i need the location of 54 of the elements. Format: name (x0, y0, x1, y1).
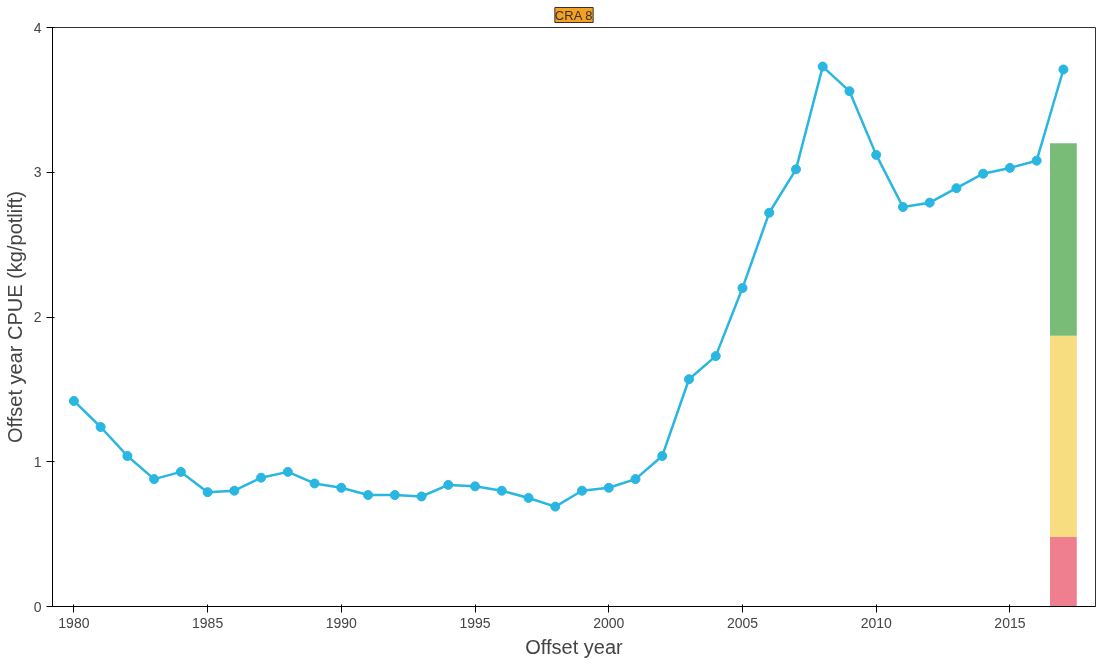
point (924, 197, 935, 208)
point (657, 450, 668, 461)
point (68, 395, 79, 406)
y-tick-label: 3 (33, 164, 42, 181)
y-tick-label: 4 (33, 19, 42, 36)
point (202, 487, 213, 498)
x-tick-label: 1990 (325, 614, 358, 631)
x-tick-label: 2015 (994, 614, 1026, 631)
point (1004, 162, 1015, 173)
point (416, 491, 427, 502)
x-tick-label: 1980 (58, 614, 90, 631)
point (978, 168, 989, 179)
point (149, 474, 160, 485)
point (844, 86, 855, 97)
point (95, 422, 106, 432)
point (550, 501, 561, 512)
point (897, 202, 908, 212)
y-tick-label: 2 (33, 309, 42, 325)
point (1058, 64, 1069, 75)
point (577, 485, 588, 496)
x-tick-label: 2010 (860, 614, 892, 631)
y-axis-title: Offset year CPUE (kg/potlift) (3, 191, 26, 443)
y-tick-label: 0 (33, 598, 42, 615)
chart-title: CRA 8 (554, 7, 593, 23)
x-tick-label: 2000 (593, 614, 625, 631)
point (764, 207, 775, 218)
point (443, 479, 454, 490)
point (389, 490, 400, 501)
point (363, 490, 374, 501)
point (336, 482, 347, 493)
y-tick-label: 1 (33, 453, 42, 470)
point (951, 183, 962, 194)
point (175, 466, 186, 477)
point (817, 61, 828, 72)
point (122, 450, 133, 461)
x-tick-label: 1995 (459, 614, 491, 631)
point (1031, 155, 1042, 166)
point (684, 374, 694, 385)
point (282, 466, 293, 477)
point (256, 472, 267, 483)
point (737, 283, 748, 294)
point (710, 351, 721, 362)
point (309, 478, 320, 489)
point (229, 485, 240, 496)
point (496, 485, 507, 496)
x-axis-title: Offset year (525, 635, 624, 658)
x-tick-label: 1985 (192, 614, 224, 631)
point (603, 482, 614, 493)
point (523, 492, 534, 503)
x-tick-label: 2005 (726, 614, 759, 631)
point (871, 149, 882, 160)
point (470, 481, 481, 492)
point (630, 474, 641, 485)
point (790, 164, 801, 175)
